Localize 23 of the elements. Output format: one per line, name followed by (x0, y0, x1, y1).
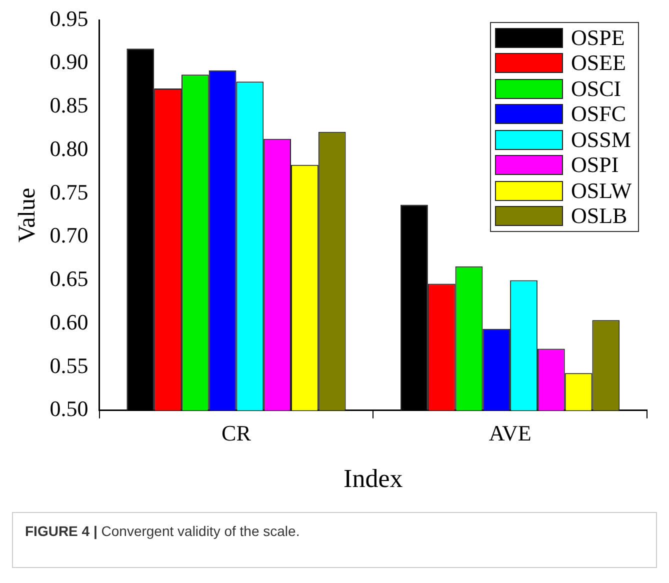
legend-label: OSLB (571, 203, 628, 230)
legend-label: OSEE (571, 50, 626, 76)
y-tick-label: 0.55 (50, 352, 88, 378)
y-tick-label: 0.60 (50, 309, 88, 334)
x-tick-label: CR (222, 420, 252, 446)
legend-label: OSLW (571, 178, 632, 204)
legend-label: OSSM (571, 126, 631, 153)
y-tick-label: 0.70 (50, 222, 88, 248)
y-tick-label: 0.80 (50, 136, 88, 161)
y-tick-label: 0.65 (50, 266, 88, 292)
y-tick-label: 0.50 (50, 396, 88, 422)
legend-label: OSPE (571, 24, 625, 51)
legend-label: OSCI (571, 76, 622, 102)
y-tick-label: 0.75 (50, 179, 88, 204)
legend-label: OSPI (571, 152, 619, 178)
x-axis-title: Index (344, 464, 403, 494)
caption: FIGURE 4 | Convergent validity of the scale. (12, 512, 657, 568)
y-tick-label: 0.90 (50, 49, 88, 74)
x-tick-label: AVE (488, 420, 532, 446)
y-tick-label: 0.85 (50, 92, 88, 118)
legend-label: OSFC (571, 101, 626, 128)
y-tick-label: 0.95 (50, 6, 88, 31)
y-axis-title: Value (14, 188, 41, 243)
